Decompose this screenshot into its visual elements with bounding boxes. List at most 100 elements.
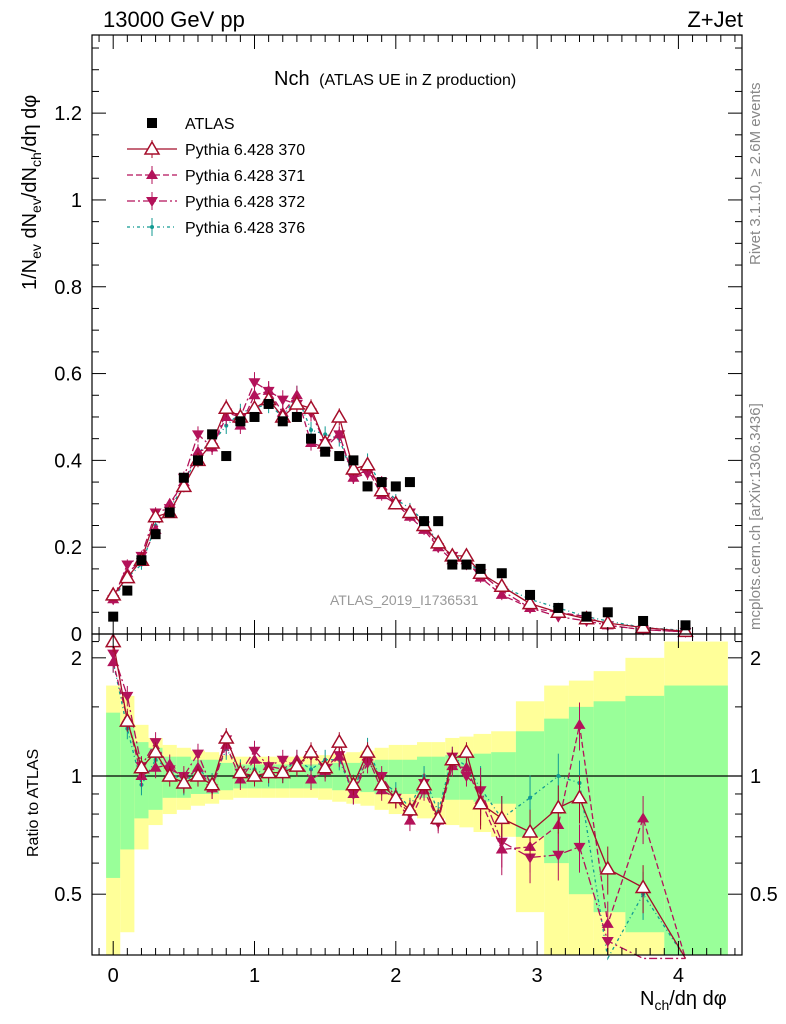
data-point <box>359 456 376 471</box>
legend-entry-label: Pythia 6.428 371 <box>185 168 305 185</box>
data-point <box>147 508 164 523</box>
analysis-watermark: ATLAS_2019_I1736531 <box>330 592 479 608</box>
ratio-point <box>288 757 306 772</box>
ratio-series <box>104 633 687 961</box>
data-point <box>217 399 235 415</box>
axes: 0 0.2 0.4 0.6 0.8 1 1.2 0 1 2 3 4 0.5 0.5 1 1 2 2 <box>54 34 778 987</box>
plot-title: Nch (ATLAS UE in Z production) <box>274 68 516 90</box>
ratio-point <box>493 809 511 825</box>
legend-entry-label: Pythia 6.428 372 <box>185 194 305 211</box>
data-point <box>249 411 260 422</box>
ratio-point <box>345 776 362 791</box>
data-point <box>316 434 334 449</box>
ratio-line-1 <box>112 641 687 959</box>
ratio-point <box>330 733 348 748</box>
data-point <box>207 429 218 440</box>
y-label-sub: ev <box>28 244 44 259</box>
data-point <box>263 398 274 409</box>
legend: ATLAS Pythia 6.428 370 Pythia 6.428 371 Pyt… <box>127 116 305 237</box>
ratio-point <box>217 729 235 744</box>
ratio-y-tick-label-right: 1 <box>750 766 761 788</box>
y-tick-label: 0.4 <box>54 450 82 472</box>
ratio-point <box>161 767 179 782</box>
ratio-point <box>571 789 588 804</box>
series-line-4 <box>112 393 686 632</box>
inner-band-bin <box>106 712 121 878</box>
data-point <box>362 481 373 492</box>
ratio-point <box>573 718 586 729</box>
top-series <box>104 372 694 638</box>
ratio-point <box>107 656 120 667</box>
data-point <box>347 471 360 482</box>
data-point <box>401 503 419 519</box>
x-axis-label: Nch/dη dφ <box>640 988 727 1013</box>
data-point <box>521 595 539 610</box>
data-point <box>320 446 331 457</box>
ratio-point <box>444 751 461 766</box>
ratio-point <box>472 795 489 810</box>
data-point <box>136 555 147 566</box>
legend-entry-label: ATLAS <box>185 116 235 133</box>
ratio-point <box>573 842 586 853</box>
data-point <box>178 472 189 483</box>
data-point <box>119 569 136 584</box>
data-point <box>122 585 133 596</box>
x-label-part: N <box>640 988 654 1010</box>
inner-band-bin <box>544 718 569 864</box>
data-point <box>192 455 203 466</box>
inner-band-bin <box>473 753 492 802</box>
data-point <box>221 451 232 462</box>
ratio-y-axis-label: Ratio to ATLAS <box>25 749 42 857</box>
y-label-part: /dN <box>19 167 41 198</box>
data-point <box>191 430 204 441</box>
data-point <box>330 408 348 423</box>
ratio-point <box>401 801 419 816</box>
inner-band-bin <box>360 761 375 793</box>
y-label-sub: ev <box>28 198 44 213</box>
inner-band-bin <box>120 724 135 850</box>
data-point <box>433 516 444 527</box>
ratio-point <box>175 774 193 789</box>
ratio-point <box>429 809 447 825</box>
data-point <box>323 432 328 437</box>
legend-marker <box>143 140 161 155</box>
inner-band-bin <box>388 759 403 794</box>
data-point <box>191 445 204 456</box>
y-label-sub: ch <box>28 152 44 167</box>
data-point <box>348 455 359 466</box>
legend-entry-label: Pythia 6.428 370 <box>185 142 305 159</box>
plot-title-sub: (ATLAS UE in Z production) <box>319 72 516 89</box>
y-tick-label: 0 <box>71 624 82 646</box>
ratio-point <box>549 799 567 814</box>
ratio-point <box>637 812 650 823</box>
data-point <box>163 497 176 508</box>
data-point <box>345 460 362 475</box>
inner-band-bin <box>402 759 417 794</box>
legend-marker <box>146 197 158 207</box>
ratio-point <box>246 767 263 782</box>
ratio-point <box>316 759 334 774</box>
ratio-point <box>232 764 249 779</box>
ratio-point <box>495 843 508 854</box>
ratio-y-tick-label-right: 0.5 <box>750 884 778 906</box>
data-point <box>121 560 134 571</box>
ratio-point <box>333 750 346 761</box>
legend-marker <box>146 169 158 179</box>
ratio-point <box>359 743 376 758</box>
rivet-label: Rivet 3.1.10, ≥ 2.6M events <box>747 83 764 266</box>
data-point <box>248 389 261 400</box>
legend-marker <box>150 225 154 229</box>
ratio-point <box>189 767 207 782</box>
data-point <box>376 477 387 488</box>
data-point <box>634 619 652 634</box>
data-point <box>525 589 536 600</box>
data-point <box>390 481 401 492</box>
data-point <box>404 477 415 488</box>
data-point <box>419 516 430 527</box>
data-point <box>429 534 447 549</box>
data-point <box>302 399 320 415</box>
data-point <box>638 615 649 626</box>
data-point <box>333 428 346 439</box>
ratio-point <box>415 776 433 791</box>
data-point <box>458 547 475 562</box>
